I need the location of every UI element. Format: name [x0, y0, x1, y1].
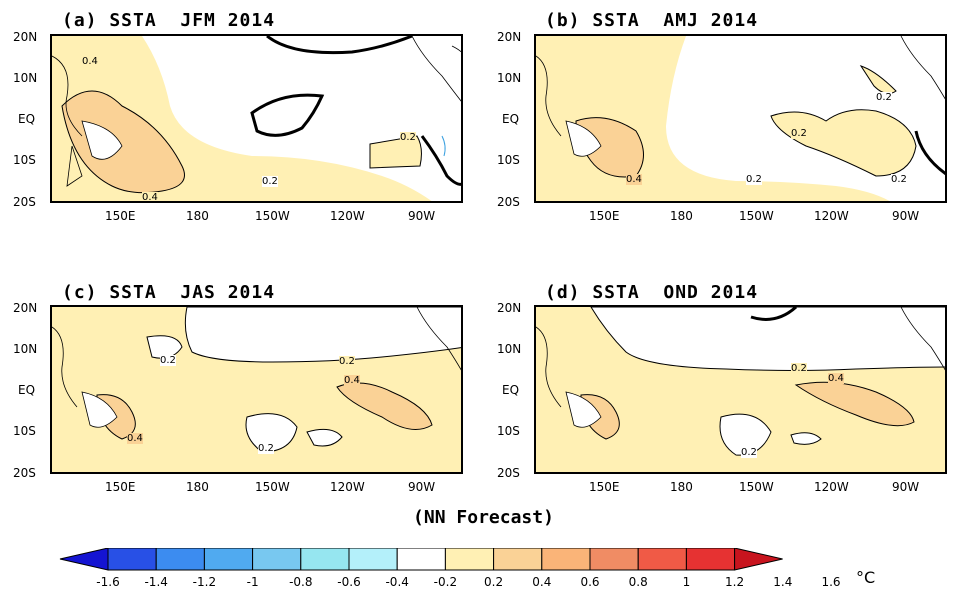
lon-label: 180 [186, 209, 209, 223]
map-panel-a: 0.4 0.4 0.2 0.2 [50, 34, 463, 203]
lon-label: 180 [186, 480, 209, 494]
colorbar-swatch [589, 548, 639, 571]
contour-label: 0.2 [160, 355, 176, 366]
colorbar-right-arrow [734, 548, 783, 571]
contour-label: 0.2 [741, 447, 757, 458]
lat-label: 10S [13, 424, 36, 438]
colorbar-tick-label: 0.6 [580, 575, 600, 589]
colorbar-swatch [396, 548, 446, 571]
lat-label: EQ [18, 112, 36, 126]
contour-label: 0.4 [344, 375, 360, 386]
contour-label: 0.4 [626, 174, 642, 185]
lat-label: 10N [13, 342, 38, 356]
colorbar-tick-label: -0.4 [385, 575, 409, 589]
colorbar-tick-label: 0.2 [484, 575, 504, 589]
lat-label: 20N [13, 30, 38, 44]
lat-label: 20N [13, 301, 38, 315]
lon-label: 120W [814, 209, 849, 223]
contour-label: 0.4 [828, 373, 844, 384]
contour-label: 0.4 [127, 433, 143, 444]
colorbar-tick-label: -1.2 [192, 575, 217, 589]
lon-label: 90W [892, 480, 920, 494]
lat-label: 20N [497, 301, 522, 315]
lon-label: 90W [408, 209, 436, 223]
lon-label: 120W [330, 480, 365, 494]
colorbar-swatch [107, 548, 157, 571]
contour-label: 0.2 [791, 363, 807, 374]
lon-label: 150W [739, 209, 774, 223]
colorbar-tick-label: -0.6 [337, 575, 361, 589]
lon-label: 120W [814, 480, 849, 494]
colorbar-tick-label: 1.4 [773, 575, 793, 589]
lat-label: EQ [502, 383, 520, 397]
colorbar-tick-label: -1.6 [96, 575, 120, 589]
lat-label: 10N [497, 71, 522, 85]
lon-label: 150E [105, 480, 136, 494]
colorbar-swatch [444, 548, 495, 571]
lat-label: 10S [497, 424, 520, 438]
lat-label: 20S [13, 195, 36, 209]
lon-label: 150E [105, 209, 136, 223]
colorbar-swatch [155, 548, 205, 571]
colorbar-swatch [300, 548, 350, 571]
lon-label: 150E [589, 209, 620, 223]
lat-label: 20N [497, 30, 522, 44]
colorbar-left-arrow [59, 548, 109, 571]
colorbar-tick-label: 1 [682, 575, 691, 589]
contour-label: 0.4 [82, 56, 98, 67]
panel-d-title: (d) SSTA OND 2014 [545, 282, 759, 303]
colorbar-tick-label: 0.4 [532, 575, 552, 589]
colorbar-swatch [348, 548, 398, 571]
colorbar-tick-label: 0.8 [628, 575, 648, 589]
map-panel-d: 0.2 0.4 0.2 [534, 305, 947, 474]
lon-label: 150W [739, 480, 774, 494]
panel-a-title: (a) SSTA JFM 2014 [62, 10, 276, 31]
contour-label: 0.2 [746, 174, 762, 185]
map-panel-b: 0.2 0.2 0.4 0.2 0.2 [534, 34, 947, 203]
lat-label: 10N [13, 71, 38, 85]
lat-label: 10N [497, 342, 522, 356]
lon-label: 180 [670, 209, 693, 223]
lat-label: 10S [13, 153, 36, 167]
lat-label: 10S [497, 153, 520, 167]
panel-c-title: (c) SSTA JAS 2014 [62, 282, 276, 303]
lon-label: 150E [589, 480, 620, 494]
colorbar-swatch [203, 548, 254, 571]
lon-label: 150W [255, 480, 290, 494]
contour-label: 0.4 [142, 192, 158, 203]
colorbar-tick-label: -0.2 [433, 575, 458, 589]
lat-label: 20S [497, 195, 520, 209]
colorbar-tick-label: 1.6 [821, 575, 841, 589]
colorbar-swatch [541, 548, 591, 571]
lat-label: EQ [18, 383, 36, 397]
colorbar-swatch [637, 548, 687, 571]
map-panel-c: 0.2 0.2 0.4 0.4 0.2 [50, 305, 463, 474]
contour-label: 0.2 [891, 174, 907, 185]
lon-label: 90W [892, 209, 920, 223]
lon-label: 90W [408, 480, 436, 494]
colorbar-tick-label: -1 [246, 575, 259, 589]
contour-label: 0.2 [791, 128, 807, 139]
colorbar [59, 548, 783, 571]
lon-label: 150W [255, 209, 290, 223]
colorbar-tick-label: -0.8 [289, 575, 313, 589]
lat-label: 20S [13, 466, 36, 480]
colorbar-tick-label: 1.2 [725, 575, 745, 589]
colorbar-swatch [252, 548, 302, 571]
forecast-footer: (NN Forecast) [413, 507, 554, 528]
colorbar-swatch [493, 548, 543, 571]
contour-label: 0.2 [876, 92, 892, 103]
contour-label: 0.2 [339, 356, 355, 367]
panel-b-title: (b) SSTA AMJ 2014 [545, 10, 759, 31]
colorbar-unit: °C [856, 568, 876, 587]
colorbar-tick-label: -1.4 [144, 575, 168, 589]
lat-label: EQ [502, 112, 520, 126]
contour-label: 0.2 [258, 443, 274, 454]
contour-label: 0.2 [262, 176, 278, 187]
lon-label: 120W [330, 209, 365, 223]
contour-label: 0.2 [400, 132, 416, 143]
lon-label: 180 [670, 480, 693, 494]
lat-label: 20S [497, 466, 520, 480]
colorbar-swatch [685, 548, 736, 571]
